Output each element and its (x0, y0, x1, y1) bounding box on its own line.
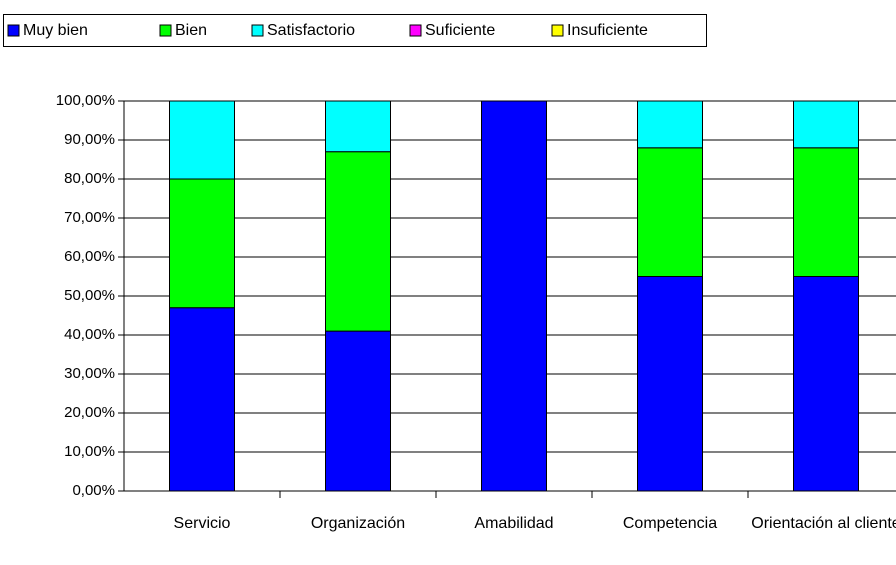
x-tick-label: Competencia (622, 515, 718, 532)
bar-segment (793, 276, 859, 492)
legend-box (3, 14, 707, 47)
y-tick-label: 70,00% (64, 209, 115, 226)
legend-label: Bien (175, 22, 207, 39)
bar-segment (169, 100, 235, 180)
legend-label: Insuficiente (567, 22, 648, 39)
y-tick-label: 20,00% (64, 404, 115, 421)
x-tick-label: Organización (310, 515, 406, 532)
y-tick-label: 90,00% (64, 131, 115, 148)
legend-label: Satisfactorio (267, 22, 355, 39)
y-tick-label: 60,00% (64, 248, 115, 265)
bar-segment (637, 276, 703, 492)
x-tick-label: Orientación al cliente (751, 515, 896, 532)
bar-segment (325, 151, 391, 332)
y-tick-label: 80,00% (64, 170, 115, 187)
bar-segment (481, 100, 547, 492)
legend-label: Muy bien (23, 22, 88, 39)
y-tick-label: 100,00% (56, 92, 115, 109)
y-tick-label: 10,00% (64, 443, 115, 460)
bar-segment (169, 178, 235, 309)
bar-segment (169, 307, 235, 492)
legend-swatch (7, 24, 20, 37)
y-tick-label: 50,00% (64, 287, 115, 304)
y-tick-label: 40,00% (64, 326, 115, 343)
bar-segment (325, 330, 391, 492)
legend-label: Suficiente (425, 22, 495, 39)
bar-segment (637, 147, 703, 277)
legend-swatch (159, 24, 172, 37)
y-tick-label: 30,00% (64, 365, 115, 382)
y-tick-label: 0,00% (72, 482, 115, 499)
bar-segment (325, 100, 391, 153)
x-tick-label: Amabilidad (474, 515, 554, 532)
bar-segment (793, 147, 859, 277)
legend-swatch (409, 24, 422, 37)
legend-swatch (251, 24, 264, 37)
x-tick-label: Servicio (173, 515, 231, 532)
bar-segment (637, 100, 703, 149)
legend-swatch (551, 24, 564, 37)
bar-segment (793, 100, 859, 149)
